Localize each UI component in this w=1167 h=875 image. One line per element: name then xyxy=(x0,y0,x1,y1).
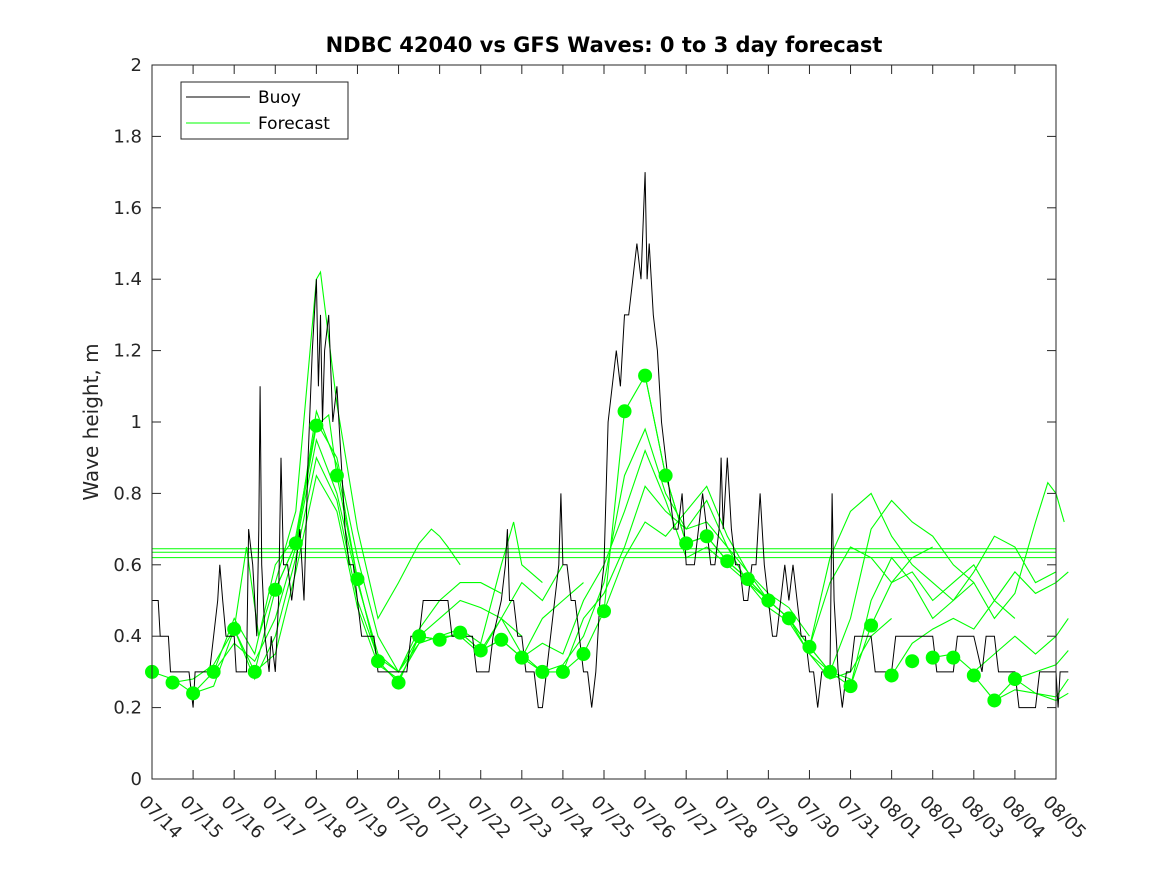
forecast-point xyxy=(227,622,242,637)
x-tick-label: 07/18 xyxy=(299,792,351,844)
forecast-point xyxy=(597,604,611,619)
legend: Buoy Forecast xyxy=(180,81,349,140)
x-tick-label: 07/20 xyxy=(381,792,433,844)
forecast-point xyxy=(699,529,714,544)
forecast-point xyxy=(576,647,591,662)
forecast-point xyxy=(371,654,385,669)
forecast-point xyxy=(391,675,406,690)
y-axis-label: Wave height, m xyxy=(79,343,103,500)
y-tick-label: 1.6 xyxy=(113,198,142,219)
forecast-point xyxy=(453,625,468,640)
legend-buoy-label: Buoy xyxy=(258,88,301,108)
y-tick-label: 0.2 xyxy=(113,698,142,719)
forecast-point xyxy=(946,650,961,665)
x-tick-label: 07/28 xyxy=(710,792,762,844)
forecast-point xyxy=(473,643,488,658)
forecast-point xyxy=(679,536,694,551)
plot-area xyxy=(152,65,1056,779)
x-tick-label: 07/17 xyxy=(258,792,310,844)
y-axis: 0 0.2 0.4 0.6 0.8 1 1.2 1.4 1.6 1.8 2 xyxy=(113,55,1056,790)
forecast-point xyxy=(864,618,879,633)
forecast-line xyxy=(849,481,1065,687)
x-tick-label: 07/14 xyxy=(134,792,186,844)
forecast-point xyxy=(802,639,817,654)
x-tick-label: 08/04 xyxy=(997,792,1049,844)
forecast-point xyxy=(412,629,427,644)
y-tick-label: 0.8 xyxy=(113,483,142,504)
x-tick-label: 07/26 xyxy=(628,792,680,844)
forecast-line xyxy=(1014,678,1069,702)
legend-box xyxy=(180,81,349,140)
forecast-point xyxy=(288,536,303,551)
forecast-point xyxy=(206,664,221,679)
forecast-point xyxy=(186,686,201,701)
y-tick-label: 0 xyxy=(131,769,142,790)
x-tick-label: 07/24 xyxy=(545,792,597,844)
forecast-point xyxy=(514,650,529,665)
forecast-point xyxy=(535,664,550,679)
x-tick-label: 07/27 xyxy=(669,792,721,844)
x-tick-label: 07/21 xyxy=(422,792,474,844)
forecast-point xyxy=(268,582,283,597)
x-tick-label: 07/30 xyxy=(792,792,844,844)
forecast-point xyxy=(905,654,920,669)
forecast-point xyxy=(823,664,837,679)
forecast-points xyxy=(145,368,1022,708)
forecast-point xyxy=(781,611,796,626)
x-tick-label: 07/23 xyxy=(504,792,556,844)
forecast-line xyxy=(192,420,502,694)
forecast-point xyxy=(925,650,940,665)
forecast-point xyxy=(658,468,673,483)
x-tick-label: 07/15 xyxy=(176,792,228,844)
forecast-point xyxy=(617,404,632,419)
forecast-point xyxy=(843,679,858,694)
forecast-point xyxy=(350,572,365,587)
forecast-point xyxy=(1007,672,1022,687)
y-tick-label: 0.6 xyxy=(113,555,142,576)
x-tick-label: 07/25 xyxy=(586,792,638,844)
y-tick-label: 2 xyxy=(131,55,142,76)
legend-forecast-label: Forecast xyxy=(258,114,330,134)
x-tick-label: 07/31 xyxy=(833,792,885,844)
forecast-point xyxy=(432,632,447,647)
forecast-point xyxy=(987,693,1002,708)
x-tick-label: 08/03 xyxy=(956,792,1008,844)
chart-title: NDBC 42040 vs GFS Waves: 0 to 3 day fore… xyxy=(326,33,883,57)
x-tick-label: 08/05 xyxy=(1038,792,1090,844)
forecast-line xyxy=(808,492,1057,648)
x-tick-label: 07/29 xyxy=(751,792,803,844)
forecast-point xyxy=(165,675,180,690)
forecast-point xyxy=(638,368,653,383)
forecast-point xyxy=(494,632,509,647)
forecast-point xyxy=(761,593,776,608)
forecast-point xyxy=(720,554,735,569)
forecast-point xyxy=(966,668,981,683)
forecast-point xyxy=(329,468,344,483)
x-tick-label: 07/22 xyxy=(463,792,515,844)
x-tick-label: 08/02 xyxy=(915,792,967,844)
x-tick-label: 07/16 xyxy=(217,792,269,844)
forecast-point xyxy=(247,664,262,679)
forecast-line xyxy=(726,546,1016,649)
y-tick-label: 1.2 xyxy=(113,341,142,362)
forecast-point xyxy=(555,664,570,679)
forecast-point xyxy=(309,418,324,433)
y-tick-label: 1.8 xyxy=(113,126,142,147)
forecast-point xyxy=(740,572,755,587)
forecast-point xyxy=(884,668,899,683)
y-tick-label: 0.4 xyxy=(113,626,142,647)
y-tick-label: 1 xyxy=(131,412,142,433)
x-tick-label: 08/01 xyxy=(874,792,926,844)
y-tick-label: 1.4 xyxy=(113,269,142,290)
x-tick-label: 07/19 xyxy=(340,792,392,844)
